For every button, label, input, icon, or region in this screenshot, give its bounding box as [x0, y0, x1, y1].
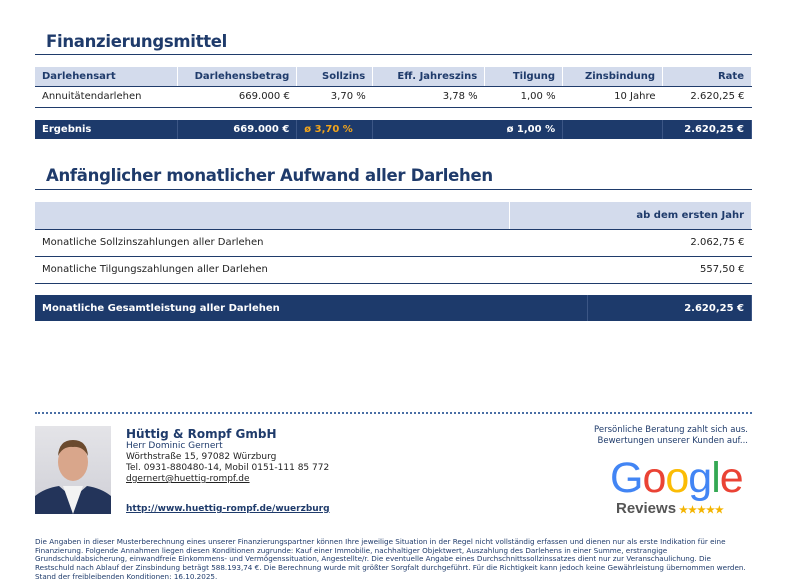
google-logo[interactable]: Google: [610, 454, 744, 502]
phone: Tel. 0931-880480-14, Mobil 0151-111 85 7…: [126, 463, 330, 473]
section-title-monthly: Anfänglicher monatlicher Aufwand aller D…: [46, 166, 493, 185]
cell: 10 Jahre: [562, 86, 663, 108]
reviews-line1: Persönliche Beratung zahlt sich aus.: [594, 425, 748, 435]
monthly-total: Monatliche Gesamtleistung aller Darlehen…: [35, 295, 752, 321]
result-tilgung: ø 1,00 %: [484, 120, 564, 139]
section-title-financing: Finanzierungsmittel: [46, 32, 228, 51]
advisor-name: Herr Dominic Gernert: [126, 441, 223, 451]
monthly-table: ab dem ersten Jahr Monatliche Sollzinsza…: [35, 202, 753, 284]
total-label: Monatliche Gesamtleistung aller Darlehen: [35, 295, 589, 321]
result-table: Ergebnis 669.000 € ø 3,70 % ø 1,00 % 2.6…: [35, 120, 753, 139]
advisor-photo: [35, 426, 111, 514]
result-amount: 669.000 €: [177, 120, 298, 139]
row-label: Monatliche Sollzinszahlungen aller Darle…: [35, 229, 510, 257]
cell: 1,00 %: [484, 86, 563, 108]
dotted-divider: [35, 412, 752, 414]
cell: 3,70 %: [296, 86, 373, 108]
col-rate: Rate: [662, 67, 752, 87]
col-tilgung: Tilgung: [484, 67, 564, 87]
table-row: Annuitätendarlehen 669.000 € 3,70 % 3,78…: [35, 86, 752, 108]
address: Wörthstraße 15, 97082 Würzburg: [126, 452, 277, 462]
cell: 3,78 %: [372, 86, 485, 108]
result-sollzins: ø 3,70 %: [296, 120, 374, 139]
table-header: Darlehensart Darlehensbetrag Sollzins Ef…: [35, 67, 752, 87]
result-row: Ergebnis 669.000 € ø 3,70 % ø 1,00 % 2.6…: [35, 120, 753, 139]
col-eff-jahreszins: Eff. Jahreszins: [372, 67, 486, 87]
google-reviews-label: Reviews ★★★★★: [616, 500, 724, 517]
col-sollzins: Sollzins: [296, 67, 374, 87]
cell: 669.000 €: [177, 86, 297, 108]
col-zinsbindung: Zinsbindung: [562, 67, 664, 87]
divider: [35, 54, 752, 55]
financing-table: Darlehensart Darlehensbetrag Sollzins Ef…: [35, 67, 752, 108]
col-darlehensart: Darlehensart: [35, 67, 179, 87]
star-rating-icon: ★★★★★: [679, 505, 724, 516]
result-label: Ergebnis: [35, 120, 179, 139]
table-row: Monatliche Sollzinszahlungen aller Darle…: [35, 229, 752, 257]
disclaimer: Die Angaben in dieser Musterberechnung e…: [35, 537, 746, 581]
col-first-year: ab dem ersten Jahr: [509, 202, 753, 230]
total-value: 2.620,25 €: [587, 295, 752, 321]
row-value: 557,50 €: [509, 256, 752, 284]
email-link[interactable]: dgernert@huettig-rompf.de: [126, 474, 250, 484]
cell: 2.620,25 €: [662, 86, 752, 108]
result-eff: [372, 120, 485, 139]
cell: Annuitätendarlehen: [35, 86, 178, 108]
col-darlehensbetrag: Darlehensbetrag: [177, 67, 298, 87]
result-zinsbindung: [562, 120, 663, 139]
contact-block: Hüttig & Rompf GmbH Herr Dominic Gernert…: [126, 427, 329, 485]
divider: [35, 189, 752, 190]
website-link[interactable]: http://www.huettig-rompf.de/wuerzburg: [126, 504, 330, 514]
reviews-line2: Bewertungen unserer Kunden auf...: [597, 436, 748, 446]
company-name: Hüttig & Rompf GmbH: [126, 427, 277, 441]
table-row: Monatliche Tilgungszahlungen aller Darle…: [35, 256, 752, 284]
row-value: 2.062,75 €: [509, 229, 752, 257]
row-label: Monatliche Tilgungszahlungen aller Darle…: [35, 256, 510, 284]
result-rate: 2.620,25 €: [662, 120, 753, 139]
reviews-text: Persönliche Beratung zahlt sich aus. Bew…: [575, 425, 748, 447]
